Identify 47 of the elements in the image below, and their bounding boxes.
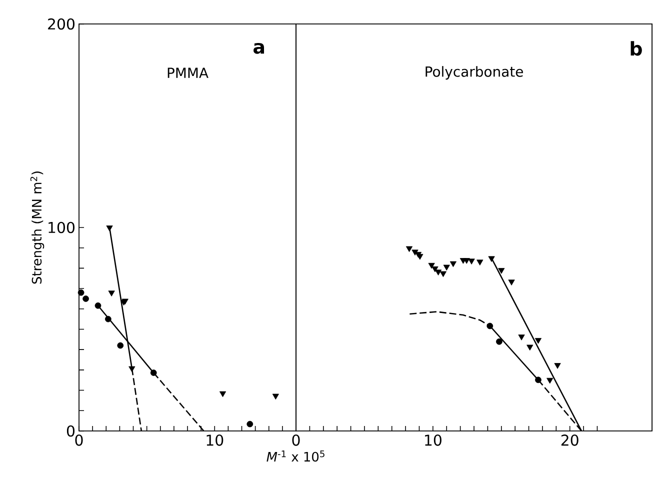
point	[128, 366, 136, 372]
text: Polycarbonate	[426, 66, 523, 80]
point	[450, 261, 457, 268]
point	[443, 264, 450, 271]
point	[406, 246, 413, 252]
point	[428, 262, 435, 269]
point	[246, 420, 254, 428]
y-axis-title: Strength (MN m$^{2}$)	[30, 172, 44, 284]
point	[498, 268, 505, 274]
x-axis-title: M$^{-1}$ x 10$^{5}$	[266, 450, 324, 462]
x-tick-label: 10	[206, 434, 224, 446]
point	[106, 225, 113, 232]
annotation: b	[630, 41, 642, 56]
x-tick-label: 20	[561, 434, 578, 446]
point	[78, 289, 84, 296]
point	[535, 376, 542, 384]
point	[518, 334, 525, 340]
point	[94, 302, 102, 309]
point	[546, 378, 554, 384]
point	[488, 256, 495, 262]
point	[272, 394, 279, 400]
point	[108, 290, 115, 296]
y-tick-label: 100	[48, 222, 74, 234]
y-tick-label: 0	[66, 425, 74, 437]
point	[486, 322, 494, 330]
point	[476, 260, 484, 266]
point	[440, 271, 447, 278]
point	[463, 258, 470, 264]
point	[496, 338, 502, 345]
point	[219, 391, 226, 398]
point	[150, 370, 157, 376]
point	[554, 363, 561, 369]
point	[534, 338, 542, 344]
text: PMMA	[168, 68, 208, 78]
x-tick-label: 10	[425, 434, 442, 446]
point	[104, 316, 112, 322]
point	[117, 342, 124, 349]
x-tick-label: 0	[75, 434, 83, 446]
annotation: a	[254, 42, 264, 54]
point	[82, 296, 89, 302]
x-tick-label: 0	[292, 434, 300, 446]
point	[526, 344, 534, 351]
y-tick-label: 200	[48, 18, 74, 30]
point	[432, 266, 438, 272]
point	[468, 258, 475, 264]
point	[508, 280, 515, 286]
point	[434, 270, 442, 276]
